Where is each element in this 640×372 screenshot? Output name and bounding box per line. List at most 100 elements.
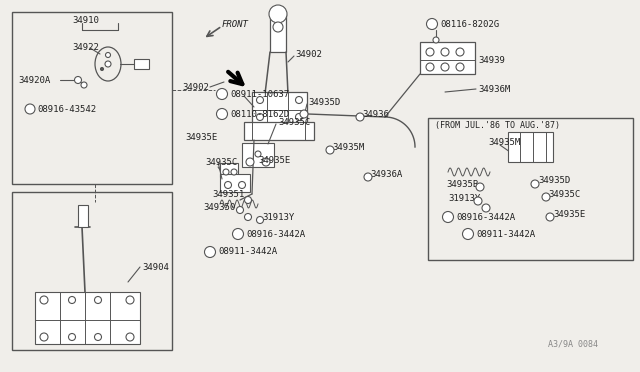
Text: 34922: 34922 (72, 42, 99, 51)
Circle shape (456, 48, 464, 56)
Circle shape (531, 180, 539, 188)
Text: 08110-8162D: 08110-8162D (230, 109, 289, 119)
Text: 08916-43542: 08916-43542 (37, 105, 96, 113)
Bar (428, 118, 633, 260)
Text: 34920A: 34920A (18, 76, 51, 84)
Circle shape (126, 333, 134, 341)
Circle shape (244, 196, 252, 203)
Circle shape (68, 296, 76, 304)
Text: 34902: 34902 (295, 49, 322, 58)
Circle shape (546, 213, 554, 221)
Text: 34936M: 34936M (478, 84, 510, 93)
Circle shape (482, 204, 490, 212)
Circle shape (239, 182, 246, 189)
Circle shape (40, 296, 48, 304)
Circle shape (246, 158, 254, 166)
Text: 08911-10637: 08911-10637 (230, 90, 289, 99)
Text: B: B (429, 19, 435, 29)
Circle shape (225, 182, 232, 189)
Text: 34935D: 34935D (538, 176, 570, 185)
Circle shape (244, 214, 252, 221)
Circle shape (476, 183, 484, 191)
Bar (242, 143, 274, 167)
Text: 34935C: 34935C (278, 118, 310, 126)
Circle shape (364, 173, 372, 181)
Circle shape (441, 63, 449, 71)
Text: N: N (466, 230, 470, 238)
Circle shape (216, 109, 227, 119)
Bar (12, 192, 172, 350)
Text: 08116-8202G: 08116-8202G (440, 19, 499, 29)
Text: 34902: 34902 (182, 83, 209, 92)
Text: A3/9A 0084: A3/9A 0084 (548, 340, 598, 349)
Bar (244, 122, 314, 140)
Text: 34904: 34904 (142, 263, 169, 272)
Circle shape (81, 82, 87, 88)
Circle shape (237, 206, 243, 214)
Circle shape (74, 77, 81, 83)
Text: N: N (208, 247, 212, 257)
Circle shape (25, 104, 35, 114)
Circle shape (300, 110, 308, 118)
Circle shape (257, 217, 264, 224)
Text: 34935E: 34935E (258, 155, 291, 164)
Bar (508, 132, 553, 162)
Circle shape (231, 169, 237, 175)
Bar (220, 174, 250, 192)
Circle shape (262, 158, 270, 166)
Circle shape (442, 212, 454, 222)
Text: 34936: 34936 (362, 109, 389, 119)
Circle shape (426, 19, 438, 29)
Text: 34935M: 34935M (488, 138, 520, 147)
Text: 34935D: 34935D (308, 97, 340, 106)
Circle shape (223, 169, 229, 175)
Circle shape (356, 113, 364, 121)
Text: 34936A: 34936A (370, 170, 403, 179)
Bar (270, 14, 286, 52)
Text: 34935M: 34935M (332, 142, 364, 151)
Bar (420, 42, 475, 74)
Text: 08916-3442A: 08916-3442A (456, 212, 515, 221)
Text: 34935C: 34935C (548, 189, 580, 199)
Circle shape (95, 334, 102, 340)
Circle shape (95, 296, 102, 304)
Text: 34910: 34910 (72, 16, 99, 25)
Circle shape (257, 96, 264, 103)
Bar (220, 163, 238, 177)
Text: FRONT: FRONT (222, 19, 249, 29)
Text: 08911-3442A: 08911-3442A (476, 230, 535, 238)
Circle shape (441, 48, 449, 56)
Bar (12, 12, 172, 184)
Text: W: W (445, 212, 451, 221)
Circle shape (273, 22, 283, 32)
Circle shape (40, 333, 48, 341)
Circle shape (257, 113, 264, 121)
Circle shape (433, 37, 439, 43)
Circle shape (269, 5, 287, 23)
Circle shape (426, 48, 434, 56)
Text: V: V (28, 105, 32, 113)
Text: 34935B: 34935B (446, 180, 478, 189)
Text: 31913Y: 31913Y (262, 212, 294, 221)
Bar (252, 92, 307, 124)
Text: N: N (220, 90, 224, 99)
Circle shape (232, 228, 243, 240)
Circle shape (106, 52, 111, 58)
Circle shape (463, 228, 474, 240)
Circle shape (456, 63, 464, 71)
Circle shape (216, 89, 227, 99)
Text: 349351: 349351 (212, 189, 244, 199)
Circle shape (126, 296, 134, 304)
Circle shape (205, 247, 216, 257)
Bar (78, 205, 88, 227)
Text: B: B (220, 109, 224, 119)
Circle shape (296, 96, 303, 103)
Text: 34935C: 34935C (205, 157, 237, 167)
Circle shape (426, 63, 434, 71)
Bar (35, 292, 140, 344)
Circle shape (296, 113, 303, 121)
Circle shape (542, 193, 550, 201)
Circle shape (68, 334, 76, 340)
Text: W: W (236, 230, 240, 238)
Circle shape (326, 146, 334, 154)
